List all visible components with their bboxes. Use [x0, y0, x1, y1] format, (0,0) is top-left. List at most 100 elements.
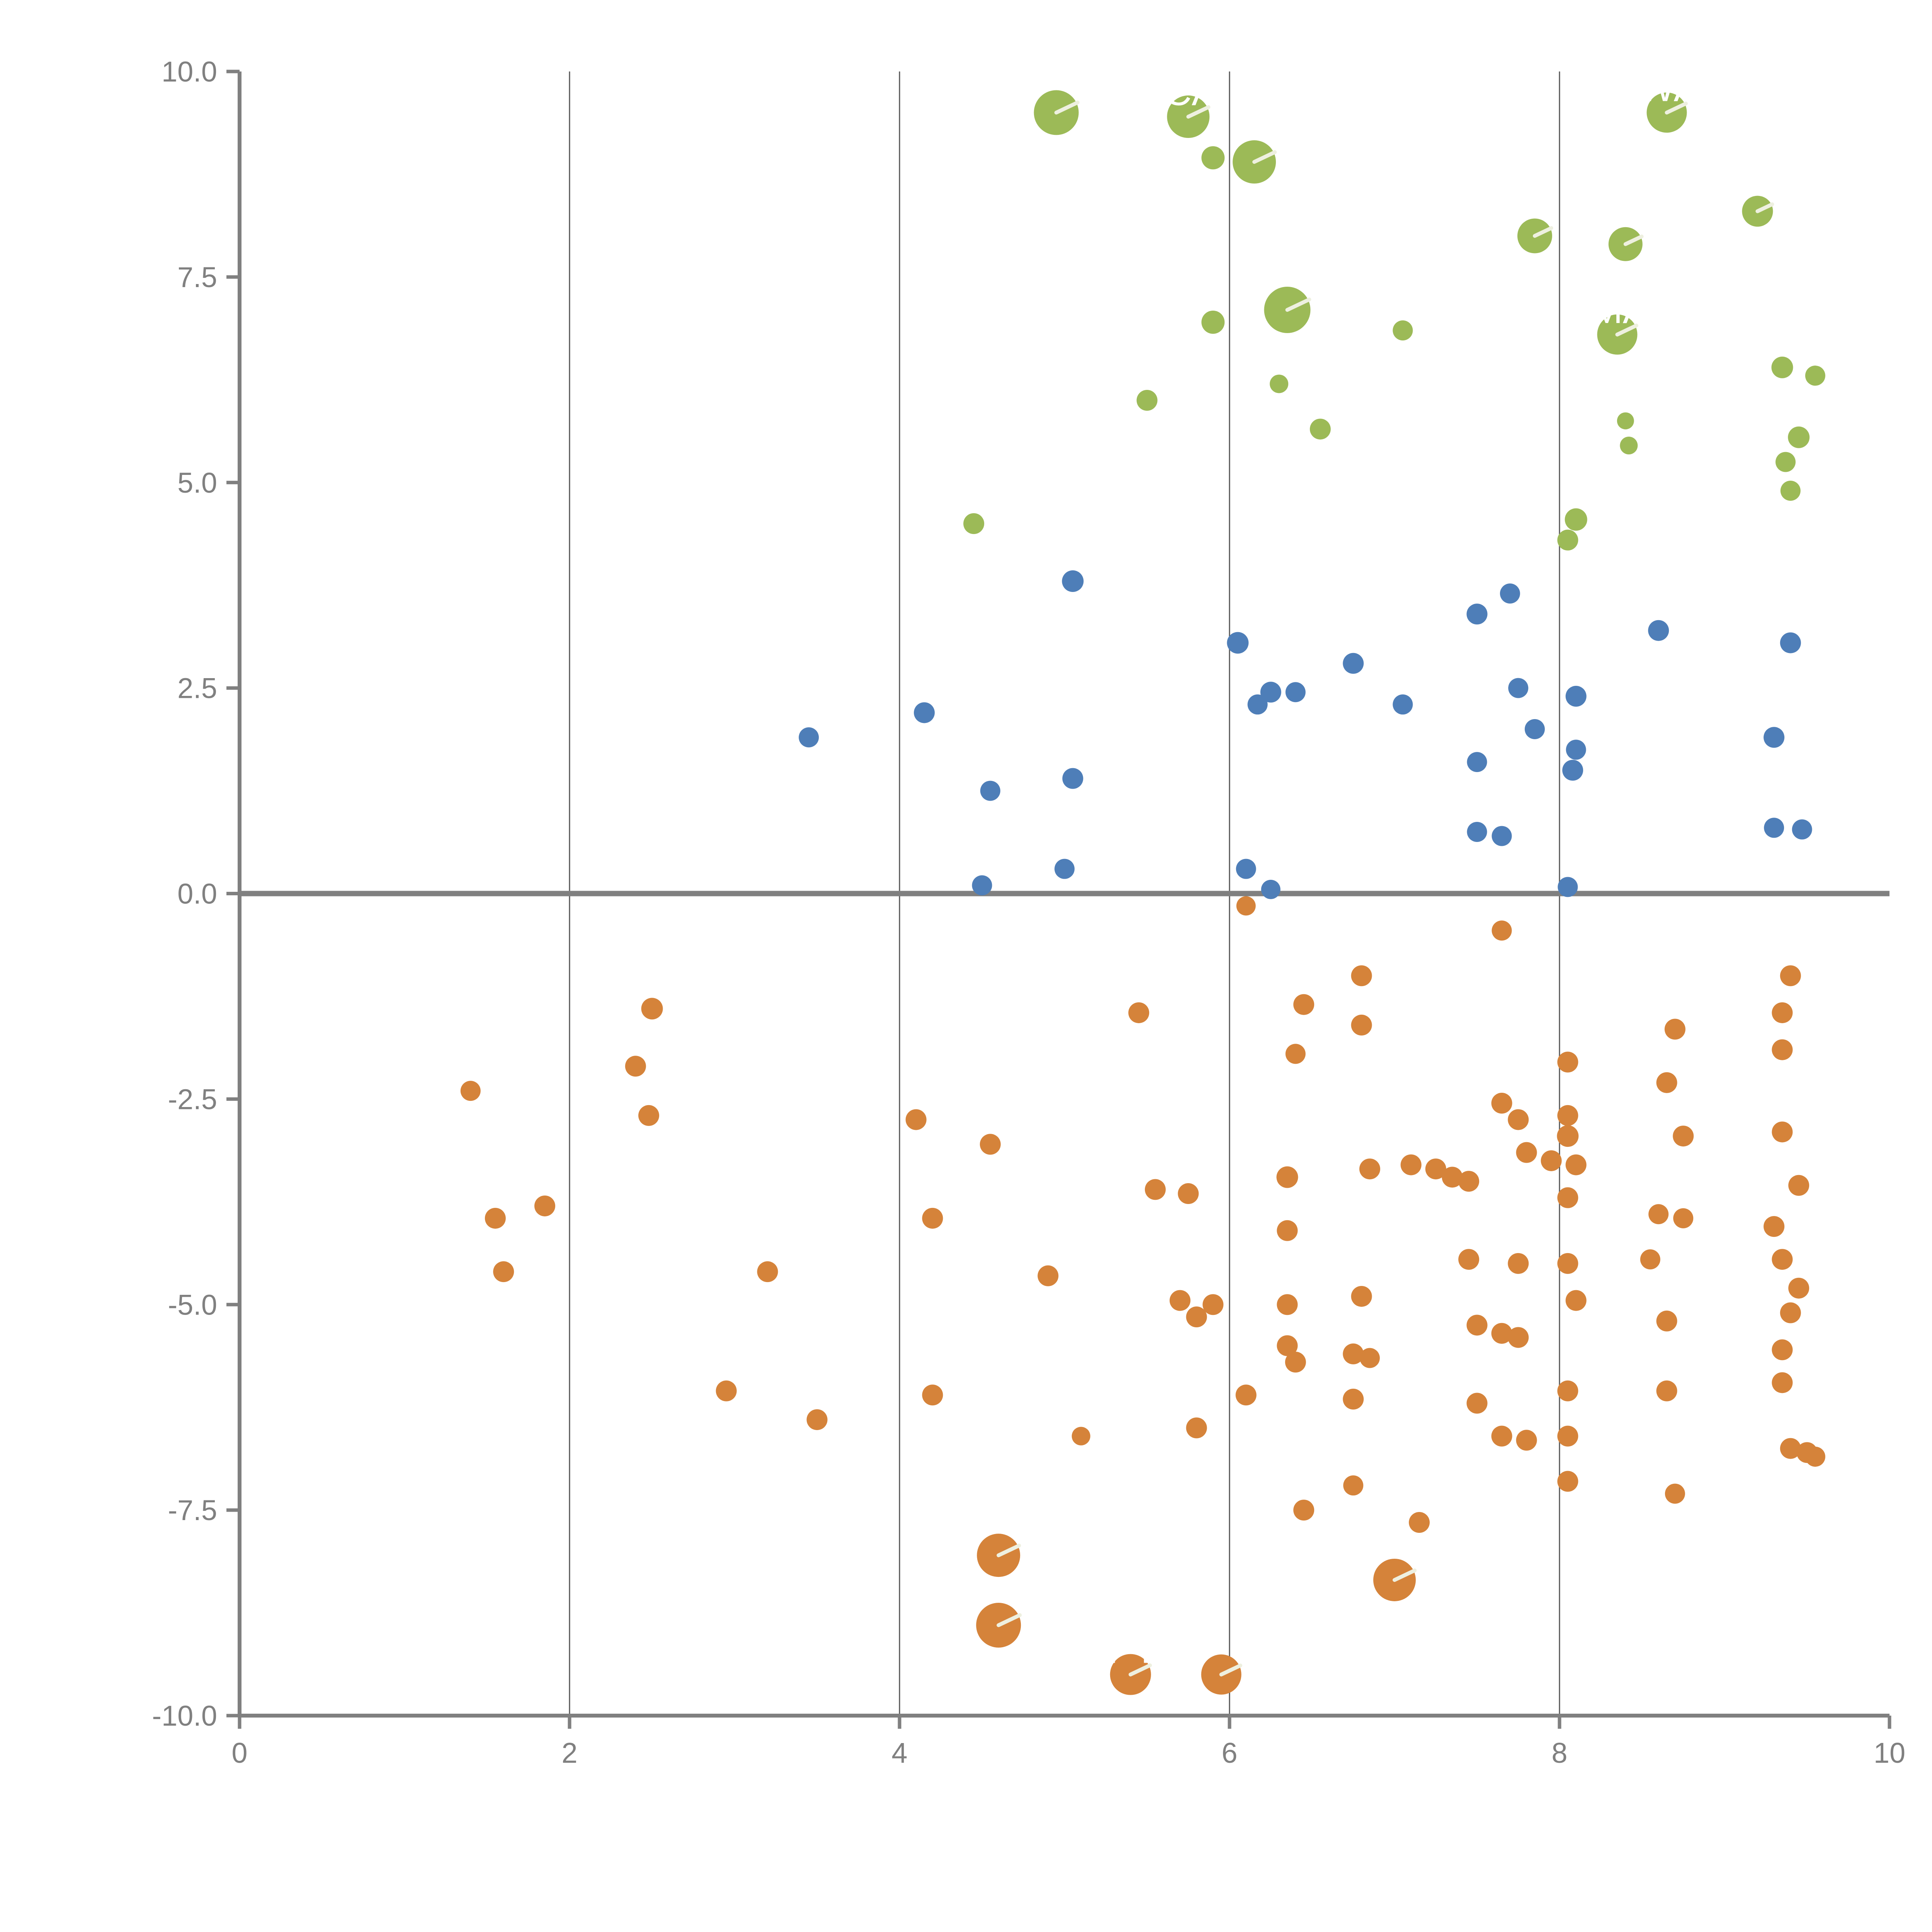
data-point[interactable] [1293, 1500, 1315, 1521]
data-point[interactable] [1467, 752, 1487, 772]
data-point[interactable] [1557, 1051, 1578, 1073]
data-point[interactable] [1788, 426, 1810, 448]
data-point[interactable] [1270, 374, 1289, 393]
data-point[interactable] [905, 1109, 927, 1130]
data-point[interactable] [1227, 632, 1249, 654]
data-point[interactable] [1201, 310, 1225, 334]
data-point[interactable] [1557, 1425, 1578, 1447]
data-point[interactable] [806, 1409, 828, 1430]
data-point[interactable] [1788, 1175, 1810, 1196]
series-orange-points[interactable] [460, 896, 1825, 1695]
data-point[interactable] [1466, 1393, 1488, 1414]
data-point[interactable] [1557, 1380, 1578, 1401]
data-point[interactable] [1771, 356, 1793, 378]
data-point[interactable] [1277, 1335, 1298, 1356]
data-point[interactable] [1442, 1167, 1463, 1188]
data-point[interactable] [1071, 1427, 1090, 1446]
data-point[interactable] [1310, 418, 1331, 440]
data-point[interactable] [1673, 1126, 1694, 1147]
data-point[interactable] [1780, 632, 1801, 653]
data-point[interactable] [1351, 965, 1372, 986]
data-point[interactable] [641, 998, 663, 1020]
data-point[interactable] [1780, 481, 1801, 501]
data-point[interactable] [757, 1261, 778, 1282]
data-point[interactable] [1772, 1339, 1793, 1361]
data-point[interactable] [1805, 366, 1825, 386]
data-point[interactable] [1277, 1294, 1298, 1315]
data-point[interactable] [1508, 1327, 1529, 1348]
data-point[interactable] [1788, 1277, 1810, 1299]
data-point[interactable] [1178, 1183, 1199, 1204]
data-point[interactable] [1792, 819, 1812, 840]
data-point[interactable] [1665, 1483, 1685, 1504]
data-point[interactable] [1492, 826, 1512, 846]
data-point[interactable] [625, 1056, 646, 1077]
data-point[interactable] [1664, 1019, 1685, 1040]
data-point[interactable] [1260, 682, 1281, 703]
data-point[interactable] [1557, 1471, 1578, 1492]
data-point[interactable] [1393, 694, 1413, 715]
data-point[interactable] [922, 1384, 943, 1406]
data-point[interactable] [1500, 583, 1520, 604]
data-point[interactable] [1780, 965, 1801, 986]
data-point[interactable] [1648, 620, 1669, 641]
data-point[interactable] [1772, 1121, 1793, 1143]
data-point[interactable] [1062, 768, 1083, 789]
data-point[interactable] [1285, 1044, 1306, 1064]
data-point[interactable] [1565, 508, 1587, 531]
data-point[interactable] [1617, 412, 1634, 430]
data-point[interactable] [1772, 1249, 1793, 1270]
data-point[interactable] [1136, 390, 1158, 411]
data-point[interactable] [1037, 1265, 1059, 1286]
data-point[interactable] [1236, 859, 1256, 879]
data-point[interactable] [1557, 1105, 1578, 1126]
data-point[interactable] [1566, 740, 1586, 760]
data-point[interactable] [1202, 1294, 1224, 1315]
data-point[interactable] [1186, 1306, 1207, 1328]
data-point[interactable] [1293, 994, 1315, 1015]
data-point[interactable] [1640, 1249, 1660, 1270]
data-point[interactable] [1541, 1150, 1562, 1171]
data-point[interactable] [1343, 653, 1364, 674]
data-point[interactable] [716, 1380, 737, 1401]
data-point[interactable] [1201, 146, 1225, 170]
data-point[interactable] [1656, 1380, 1677, 1401]
data-point[interactable] [980, 781, 1000, 801]
data-point[interactable] [1343, 1388, 1364, 1410]
data-point[interactable] [1343, 1475, 1364, 1496]
data-point[interactable] [922, 1208, 943, 1229]
data-point[interactable] [963, 513, 985, 534]
data-point[interactable] [1557, 1187, 1578, 1208]
data-point[interactable] [1565, 1154, 1587, 1175]
data-point[interactable] [534, 1195, 555, 1216]
data-point[interactable] [1775, 452, 1796, 472]
data-point[interactable] [1054, 859, 1075, 879]
data-point[interactable] [1186, 1417, 1207, 1439]
data-point[interactable] [1128, 1002, 1150, 1023]
data-point[interactable] [1772, 1039, 1793, 1060]
data-point[interactable] [1516, 1430, 1537, 1451]
data-point[interactable] [1558, 877, 1578, 897]
data-point[interactable] [1062, 570, 1084, 592]
data-point[interactable] [1764, 727, 1785, 748]
data-point[interactable] [638, 1105, 659, 1126]
data-point[interactable] [1524, 719, 1545, 739]
data-point[interactable] [1648, 1204, 1669, 1225]
data-point[interactable] [1508, 1109, 1529, 1130]
data-point[interactable] [972, 875, 992, 896]
data-point[interactable] [1516, 1142, 1537, 1163]
data-point[interactable] [1491, 1425, 1512, 1447]
data-point[interactable] [914, 702, 935, 723]
data-point[interactable] [1772, 1372, 1793, 1393]
data-point[interactable] [1359, 1348, 1380, 1368]
data-point[interactable] [1458, 1249, 1480, 1270]
data-point[interactable] [1466, 604, 1488, 625]
data-point[interactable] [1359, 1158, 1380, 1180]
data-point[interactable] [1492, 920, 1512, 941]
data-point[interactable] [1236, 896, 1256, 916]
data-point[interactable] [1491, 1323, 1512, 1344]
data-point[interactable] [799, 727, 819, 748]
data-point[interactable] [1557, 529, 1578, 551]
data-point[interactable] [1565, 685, 1587, 707]
data-point[interactable] [1565, 1290, 1587, 1311]
